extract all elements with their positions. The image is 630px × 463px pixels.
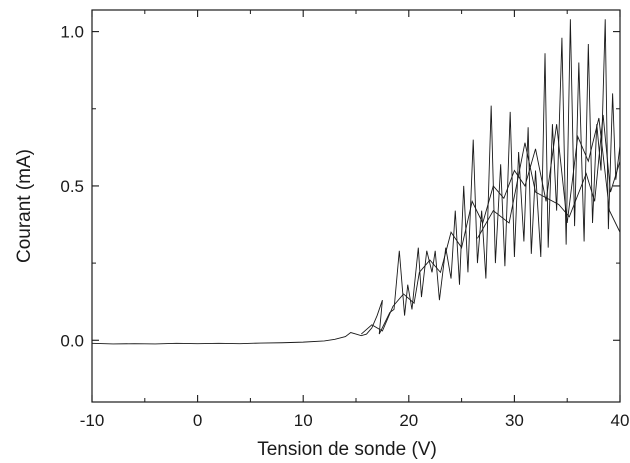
y-tick-label: 1.0 [60, 23, 84, 42]
y-tick-label: 0.0 [60, 331, 84, 350]
x-axis-title: Tension de sonde (V) [257, 439, 437, 460]
series-line-2 [360, 117, 621, 335]
x-tick-label: 40 [611, 411, 630, 430]
y-tick-label: 0.5 [60, 177, 84, 196]
x-tick-label: 10 [294, 411, 313, 430]
x-tick-label: -10 [80, 411, 105, 430]
x-tick-label: 20 [399, 411, 418, 430]
x-tick-label: 30 [505, 411, 524, 430]
x-tick-label: 0 [193, 411, 202, 430]
y-axis-title: Courant (mA) [14, 149, 35, 263]
series-line-1 [91, 19, 621, 345]
series-layer [91, 19, 621, 345]
plot-background [92, 10, 620, 402]
tick-layer: -10 0 10 20 30 40 0.0 0.5 1.0 [60, 10, 629, 430]
series-line-3 [477, 114, 621, 239]
